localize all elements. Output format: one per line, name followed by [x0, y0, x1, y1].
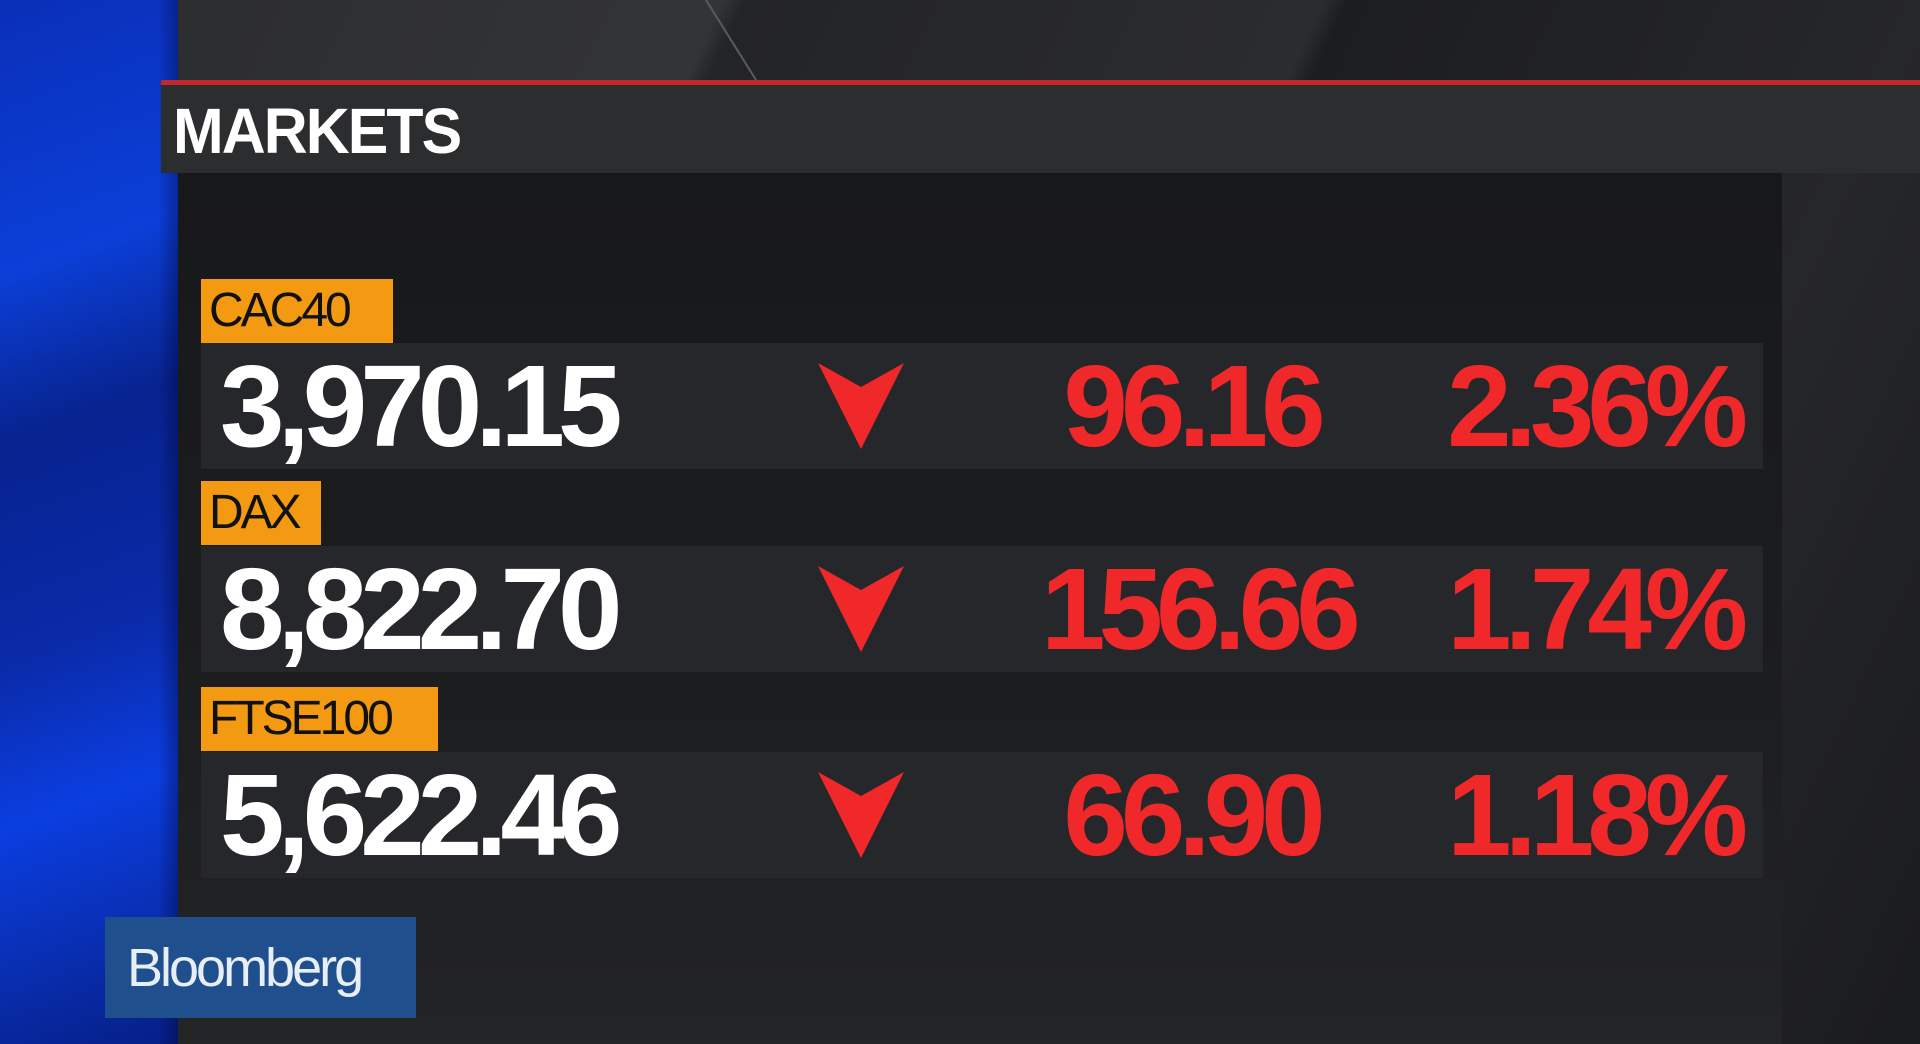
down-arrow-icon: [818, 566, 904, 652]
index-tag-ftse100: FTSE100: [201, 687, 438, 751]
market-row: 8,822.70 156.66 1.74%: [201, 546, 1763, 672]
down-arrow-icon: [818, 772, 904, 858]
index-value: 5,622.46: [220, 750, 623, 880]
down-arrow-icon: [818, 363, 904, 449]
market-row: 5,622.46 66.90 1.18%: [201, 752, 1763, 878]
bloomberg-logo: Bloomberg: [105, 917, 416, 1018]
index-value: 8,822.70: [220, 544, 623, 674]
index-tag-dax: DAX: [201, 481, 321, 545]
index-change: 156.66: [1041, 544, 1361, 674]
index-percent: 2.36%: [1447, 341, 1748, 471]
logo-text: Bloomberg: [127, 938, 364, 998]
page-title: MARKETS: [173, 95, 462, 167]
index-change: 66.90: [1063, 750, 1325, 880]
index-change: 96.16: [1063, 341, 1325, 471]
index-value: 3,970.15: [220, 341, 623, 471]
market-row: 3,970.15 96.16 2.36%: [201, 343, 1763, 469]
markets-header: MARKETS: [161, 80, 1920, 173]
blue-side-panel: [0, 0, 178, 1044]
index-percent: 1.18%: [1447, 750, 1748, 880]
index-tag-cac40: CAC40: [201, 279, 393, 343]
index-percent: 1.74%: [1447, 544, 1748, 674]
